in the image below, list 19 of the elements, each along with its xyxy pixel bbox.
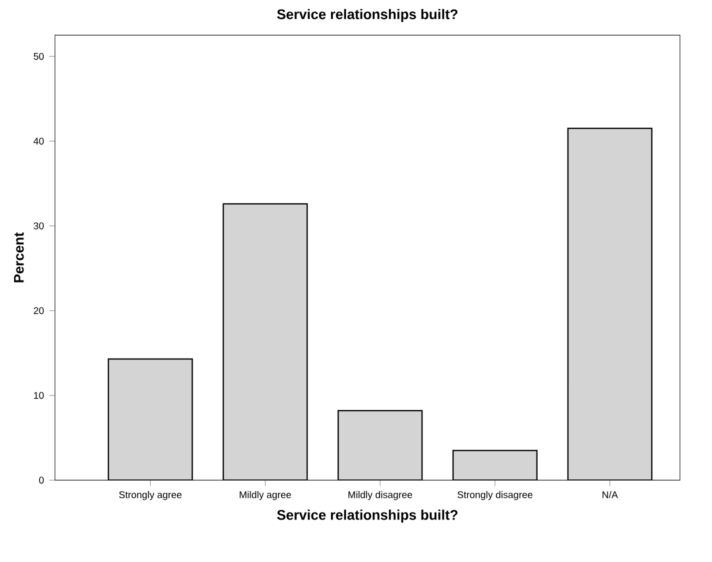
bar (452, 450, 538, 480)
y-tick-label: 20 (34, 307, 44, 314)
y-tick-label: 30 (34, 222, 44, 230)
bar (222, 203, 308, 480)
x-tick-label: Mildly disagree (348, 491, 412, 500)
bar (567, 128, 652, 480)
y-tick-label: 10 (34, 392, 44, 399)
y-tick-label: 0 (39, 476, 44, 484)
bar (338, 410, 423, 480)
x-tick-label: Mildly agree (240, 491, 291, 500)
x-tick-label: Strongly disagree (458, 491, 532, 500)
x-tick-label: N/A (602, 491, 618, 498)
chart-title: Service relationships built? (277, 8, 458, 22)
bar (108, 358, 192, 480)
x-axis-title: Service relationships built? (277, 510, 458, 523)
y-tick-label: 40 (34, 138, 44, 145)
x-tick-label: Strongly agree (119, 491, 182, 500)
y-axis-title: Percent (14, 232, 24, 282)
y-tick-label: 50 (34, 52, 44, 60)
